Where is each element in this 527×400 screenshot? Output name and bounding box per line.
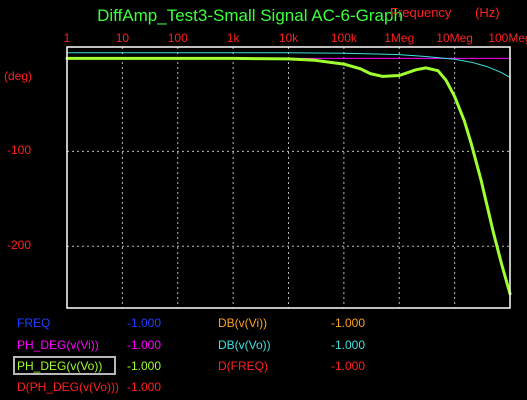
x-tick-label: 10Meg — [436, 31, 473, 45]
legend-item-db-vi[interactable]: DB(v(Vi)) — [218, 316, 268, 330]
legend-item-ph-deg-vi[interactable]: PH_DEG(v(Vi)) — [17, 338, 99, 352]
selected-trace-highlight — [13, 356, 116, 375]
x-tick-label: 1k — [226, 31, 240, 45]
legend-value-ph-deg-vo: -1.000 — [127, 359, 162, 373]
legend-value-db-vi: -1.000 — [331, 316, 366, 330]
x-tick-label: 10k — [278, 31, 299, 45]
y-tick-label: -100 — [6, 143, 31, 158]
x-tick-label: 100Meg — [488, 31, 527, 45]
plot-frame — [66, 46, 511, 309]
legend-item-db-vo[interactable]: DB(v(Vo)) — [218, 338, 271, 352]
legend-value-d-freq: -1.000 — [331, 359, 366, 373]
trace-db-vo — [66, 52, 511, 78]
legend-item-freq[interactable]: FREQ — [17, 316, 51, 330]
y-axis-unit: (deg) — [4, 69, 33, 83]
legend-item-d-freq[interactable]: D(FREQ) — [218, 359, 268, 373]
x-tick-label: 100k — [330, 31, 357, 45]
legend-item-d-ph-deg-vo[interactable]: D(PH_DEG(v(Vo))) — [17, 380, 120, 394]
x-axis-label: Frequency — [390, 5, 452, 20]
x-tick-label: 1 — [63, 31, 71, 45]
graph-title: DiffAmp_Test3-Small Signal AC-6-Graph — [97, 6, 403, 25]
legend-value-ph-deg-vi: -1.000 — [127, 338, 162, 352]
legend-value-freq: -1.000 — [127, 316, 162, 330]
legend-value-d-ph-deg-vo: -1.000 — [127, 380, 162, 394]
y-tick-label: -200 — [6, 238, 31, 253]
x-tick-label: 10 — [115, 31, 130, 45]
trace-ph-deg-vo — [65, 56, 512, 296]
x-axis-unit: (Hz) — [475, 5, 500, 20]
x-tick-label: 100 — [167, 31, 188, 45]
legend-value-db-vo: -1.000 — [331, 338, 366, 352]
x-tick-label: 1Meg — [384, 31, 415, 45]
legend-item-ph-deg-vo[interactable]: PH_DEG(v(Vo)) — [17, 359, 103, 373]
